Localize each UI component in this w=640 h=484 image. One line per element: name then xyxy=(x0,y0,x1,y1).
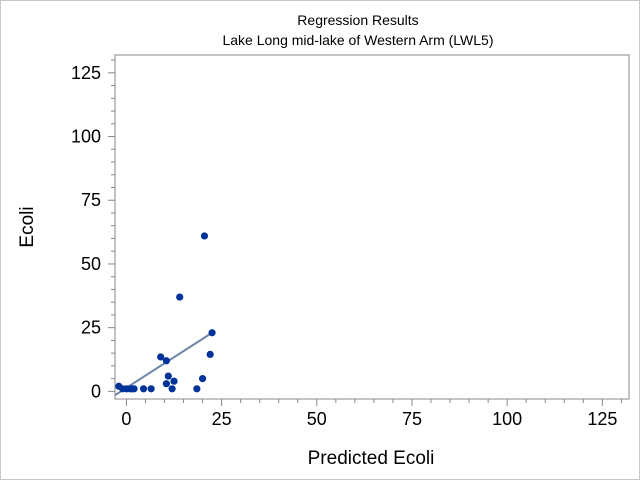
scatter-point xyxy=(208,329,216,337)
scatter-point xyxy=(193,385,201,393)
x-tick-label: 125 xyxy=(587,409,617,429)
scatter-point xyxy=(200,232,209,240)
data-points xyxy=(115,232,216,393)
x-tick-label: 50 xyxy=(307,409,327,429)
scatter-point xyxy=(139,385,148,393)
scatter-point xyxy=(130,385,138,393)
x-tick-label: 0 xyxy=(121,409,131,429)
scatter-point xyxy=(206,350,214,359)
scatter-point xyxy=(198,375,207,383)
y-tick-label: 25 xyxy=(81,318,101,338)
y-tick-label: 75 xyxy=(81,190,101,210)
x-axis-label: Predicted Ecoli xyxy=(308,448,435,469)
plot-area xyxy=(114,54,630,400)
scatter-point xyxy=(147,385,155,393)
scatter-point xyxy=(164,372,172,380)
y-axis-label: Ecoli xyxy=(17,206,38,247)
fit-line-group xyxy=(114,331,213,397)
y-tick-label: 0 xyxy=(91,381,101,401)
scatter-point xyxy=(170,377,178,385)
scatter-point xyxy=(162,357,170,365)
scatter-point xyxy=(162,380,170,388)
regression-line xyxy=(114,331,213,397)
y-tick-label: 125 xyxy=(71,63,101,83)
x-tick-label: 75 xyxy=(402,409,422,429)
x-tick-label: 100 xyxy=(492,409,522,429)
scatter-point xyxy=(168,385,176,393)
chart-subtitle: Lake Long mid-lake of Western Arm (LWL5) xyxy=(222,32,493,48)
x-tick-label: 25 xyxy=(212,409,232,429)
y-tick-label: 100 xyxy=(71,127,101,147)
scatter-point xyxy=(176,293,184,301)
scatter-point xyxy=(157,353,165,361)
y-axis: 0 25 50 75 100 125 xyxy=(71,59,115,401)
chart-title: Regression Results xyxy=(297,12,418,28)
x-axis: 0 25 50 75 100 125 xyxy=(121,399,622,429)
y-tick-label: 50 xyxy=(81,254,101,274)
